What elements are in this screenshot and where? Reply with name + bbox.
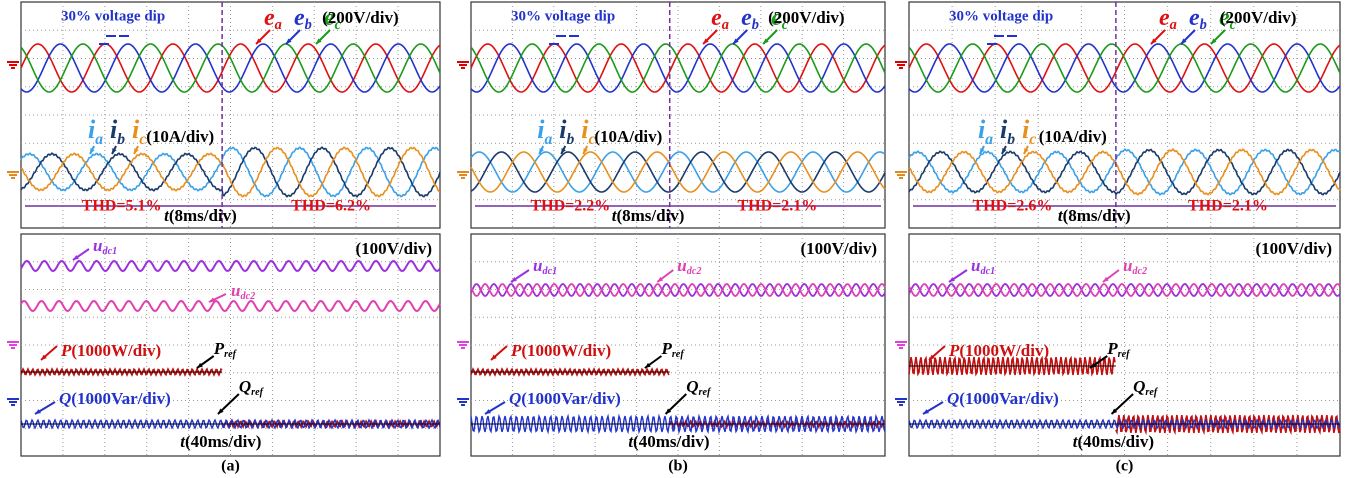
current-label-sub: b: [117, 130, 125, 147]
p-label-rest: (1000W/div): [521, 341, 611, 360]
q-label: Q(1000Var/div): [59, 389, 171, 408]
time-scale: t(40ms/div): [180, 432, 261, 451]
udc1-label-sub: dc1: [102, 246, 117, 257]
pref-label-base: P: [660, 339, 672, 358]
current-scale: (10A/div): [1039, 127, 1107, 146]
voltage-label-sub: a: [275, 17, 282, 33]
pref-label-base: P: [213, 339, 225, 358]
voltage-label-base: e: [711, 5, 722, 31]
q-label-rest: (1000Var/div): [71, 389, 171, 408]
qref-label-base: Q: [239, 377, 251, 396]
time-scale-rest: (8ms/div): [616, 206, 684, 225]
qref-label-sub: ref: [699, 387, 712, 398]
p-label-base: P: [948, 341, 960, 360]
voltage-scale: (200V/div): [322, 8, 399, 27]
qref-label-sub: ref: [251, 387, 264, 398]
udc1-label-sub: dc1: [542, 266, 557, 277]
p-label: P(1000W/div): [948, 341, 1049, 360]
qref-label-sub: ref: [1145, 387, 1158, 398]
p-label-rest: (1000W/div): [71, 341, 161, 360]
p-label-rest: (1000W/div): [959, 341, 1049, 360]
caption: (a): [221, 458, 240, 475]
voltage-label-base: e: [741, 5, 752, 31]
thd-after: THD=2.1%: [737, 198, 817, 215]
voltage-scale: (100V/div): [801, 239, 878, 258]
udc2-label-base: u: [231, 281, 240, 300]
figure: 30% voltage dipeaebec(200V/div)iaibic(10…: [0, 0, 1345, 478]
time-scale-rest: (40ms/div): [633, 432, 710, 451]
voltage-label-sub: b: [305, 17, 312, 33]
pref-label-base: P: [1106, 339, 1118, 358]
current-label-sub: c: [1029, 130, 1036, 147]
udc1-label-sub: dc1: [980, 266, 995, 277]
p-label-base: P: [60, 341, 72, 360]
current-label-sub: c: [139, 130, 146, 147]
time-scale: t(40ms/div): [1073, 432, 1154, 451]
current-label-sub: a: [544, 130, 552, 147]
time-scale-rest: (40ms/div): [185, 432, 262, 451]
time-scale: t(8ms/div): [164, 206, 237, 225]
thd-after: THD=6.2%: [291, 198, 371, 215]
udc2-label-base: u: [677, 256, 686, 275]
pref-label-sub: ref: [672, 349, 685, 360]
q-label-rest: (1000Var/div): [959, 389, 1059, 408]
voltage-label-sub: b: [752, 17, 759, 33]
q-label: Q(1000Var/div): [947, 389, 1059, 408]
voltage-label-sub: b: [1200, 17, 1207, 33]
q-label-base: Q: [947, 389, 959, 408]
voltage-label-base: e: [294, 5, 305, 31]
udc1-label-base: u: [93, 236, 102, 255]
qref-label-base: Q: [686, 377, 698, 396]
udc2-label-sub: dc2: [240, 291, 255, 302]
voltage-label-sub: a: [722, 17, 729, 33]
udc2-label-base: u: [1123, 256, 1132, 275]
time-scale-rest: (8ms/div): [169, 206, 237, 225]
current-label-sub: a: [95, 130, 103, 147]
time-scale: t(40ms/div): [628, 432, 709, 451]
udc2-label-sub: dc2: [687, 266, 702, 277]
voltage-label-sub: a: [1170, 17, 1177, 33]
voltage-scale: (100V/div): [1256, 239, 1333, 258]
pref-label-sub: ref: [1118, 349, 1131, 360]
udc1-label-base: u: [533, 256, 542, 275]
q-label-rest: (1000Var/div): [521, 389, 621, 408]
voltage-label-base: e: [264, 5, 275, 31]
current-scale: (10A/div): [146, 127, 214, 146]
udc2-label-sub: dc2: [1132, 266, 1147, 277]
thd-before: THD=2.6%: [973, 198, 1053, 215]
qref-label-base: Q: [1133, 377, 1145, 396]
thd-before: THD=5.1%: [82, 198, 162, 215]
q-label-base: Q: [59, 389, 71, 408]
thd-after: THD=2.1%: [1188, 198, 1268, 215]
caption: (c): [1116, 458, 1134, 475]
current-label-sub: b: [566, 130, 574, 147]
p-label-base: P: [510, 341, 522, 360]
current-label-sub: b: [1007, 130, 1015, 147]
udc1-label-base: u: [971, 256, 980, 275]
voltage-scale: (200V/div): [768, 8, 845, 27]
current-label-sub: a: [985, 130, 993, 147]
q-label-base: Q: [509, 389, 521, 408]
current-scale: (10A/div): [594, 127, 662, 146]
p-label: P(1000W/div): [510, 341, 611, 360]
voltage-scale: (200V/div): [1220, 8, 1297, 27]
q-label: Q(1000Var/div): [509, 389, 621, 408]
time-scale: t(8ms/div): [612, 206, 685, 225]
voltage-scale: (100V/div): [356, 239, 433, 258]
p-label: P(1000W/div): [60, 341, 161, 360]
thd-before: THD=2.2%: [530, 198, 610, 215]
time-scale-rest: (8ms/div): [1063, 206, 1131, 225]
voltage-label-base: e: [1159, 5, 1170, 31]
dip-label: 30% voltage dip: [949, 8, 1053, 24]
dip-label: 30% voltage dip: [511, 8, 615, 24]
voltage-label-base: e: [1189, 5, 1200, 31]
pref-label-sub: ref: [224, 349, 237, 360]
caption: (b): [668, 458, 688, 475]
time-scale-rest: (40ms/div): [1078, 432, 1155, 451]
dip-label: 30% voltage dip: [61, 8, 165, 24]
time-scale: t(8ms/div): [1058, 206, 1131, 225]
